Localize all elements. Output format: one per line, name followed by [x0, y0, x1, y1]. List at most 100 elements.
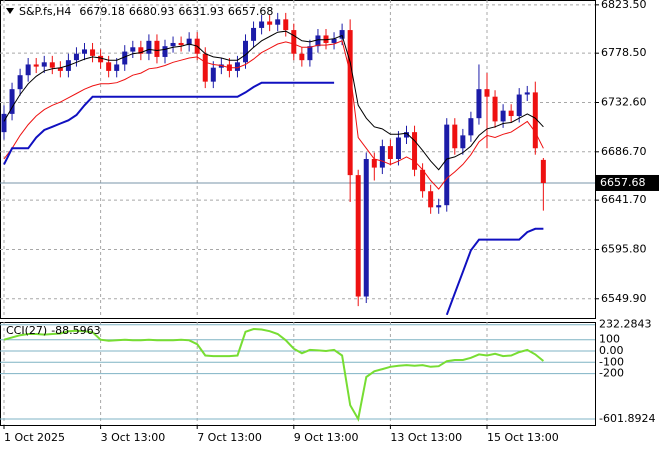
candle-body: [130, 47, 136, 52]
cci-tick-label: -200: [599, 367, 624, 380]
candle-body: [82, 49, 87, 54]
candle-body: [106, 62, 112, 71]
candle-body: [291, 30, 297, 54]
last-price-label: 6657.68: [600, 176, 646, 189]
candle-body: [420, 169, 426, 192]
candle-body: [532, 92, 538, 149]
candle-body: [283, 19, 289, 31]
candle-body: [484, 89, 490, 97]
candle-body: [186, 38, 192, 46]
candle-body: [98, 55, 104, 63]
candle-body: [508, 110, 514, 117]
candle-body: [33, 64, 39, 67]
candle-body: [114, 64, 120, 71]
candle-body: [299, 53, 305, 61]
cci-value: -88.5963: [51, 324, 100, 337]
last-high: 6680.93: [129, 5, 175, 18]
candle-body: [25, 64, 31, 76]
last-open: 6679.18: [79, 5, 125, 18]
candle-body: [379, 146, 385, 168]
cci-tick-label: 100: [599, 333, 620, 346]
candle-body: [460, 135, 466, 149]
candle-body: [267, 21, 273, 25]
candle-body: [404, 132, 409, 138]
overlay-line: [3, 81, 335, 165]
y-tick-label: 6686.70: [601, 145, 647, 158]
candle-body: [154, 40, 160, 57]
symbol: S&P.fs,H4: [19, 5, 71, 18]
candle-body: [218, 64, 224, 68]
candle-body: [347, 30, 353, 176]
candle-body: [41, 62, 47, 67]
cci-tick-label: 0.00: [599, 344, 624, 357]
candle-body: [412, 132, 418, 170]
cci-tick-label: -601.8924: [599, 412, 655, 425]
candle-body: [428, 191, 434, 208]
main-frame: [0, 0, 596, 319]
x-tick-label: 7 Oct 13:00: [197, 431, 262, 444]
candle-body: [444, 124, 450, 206]
candle-body: [436, 205, 442, 208]
candle-body: [363, 159, 369, 297]
candle-body: [371, 159, 377, 168]
candle-body: [387, 146, 393, 159]
candle-body: [251, 27, 257, 41]
candle-body: [500, 110, 506, 122]
y-tick-label: 6778.50: [601, 46, 647, 59]
y-tick-label: 6595.80: [601, 242, 647, 255]
candle-body: [315, 35, 321, 47]
cci-name: CCI(27): [6, 324, 47, 337]
cci-tick-label: 232.2843: [599, 318, 652, 331]
candle-body: [210, 67, 216, 82]
overlay-line: [3, 30, 544, 171]
last-low: 6631.93: [178, 5, 224, 18]
candle-body: [138, 47, 144, 54]
candle-body: [202, 53, 208, 82]
candle-body: [49, 62, 55, 68]
cci-line: [3, 327, 545, 422]
chart-title: S&P.fs,H4 6679.18 6680.93 6631.93 6657.68: [19, 5, 273, 18]
candle-body: [540, 159, 546, 183]
candle-body: [90, 49, 96, 56]
y-tick-label: 6732.60: [601, 95, 647, 108]
candle-body: [323, 35, 329, 43]
candle-body: [259, 21, 265, 28]
candle-body: [468, 118, 474, 136]
y-tick-label: 6823.50: [601, 0, 647, 11]
overlay-line: [3, 40, 544, 190]
candle-body: [178, 42, 184, 46]
candle-body: [476, 89, 482, 119]
candle-body: [524, 92, 530, 95]
overlay-line: [445, 227, 544, 316]
candle-body: [307, 46, 313, 61]
candle-body: [339, 30, 345, 39]
candle-body: [122, 51, 128, 65]
cci-label: CCI(27) -88.5963: [6, 324, 101, 337]
candle-body: [1, 113, 7, 133]
x-tick-label: 13 Oct 13:00: [390, 431, 462, 444]
candle-body: [243, 40, 248, 63]
candle-body: [395, 137, 401, 159]
y-tick-label: 6641.70: [601, 193, 647, 206]
candle-body: [355, 175, 361, 297]
candle-body: [57, 67, 63, 71]
last-close: 6657.68: [228, 5, 274, 18]
y-tick-label: 6549.90: [601, 292, 647, 305]
candle-body: [234, 62, 240, 71]
x-tick-label: 1 Oct 2025: [4, 431, 65, 444]
menu-triangle: [6, 8, 14, 14]
candle-body: [452, 124, 458, 149]
x-tick-label: 3 Oct 13:00: [101, 431, 166, 444]
last-price-box: [596, 174, 659, 191]
candle-body: [162, 46, 168, 57]
candle-body: [516, 94, 522, 117]
x-tick-label: 9 Oct 13:00: [294, 431, 359, 444]
candle-body: [17, 75, 23, 90]
candle-body: [275, 19, 281, 25]
x-tick-label: 15 Oct 13:00: [487, 431, 559, 444]
cci-tick-label: -100: [599, 355, 624, 368]
candle-body: [170, 42, 176, 47]
candle-body: [492, 96, 498, 122]
